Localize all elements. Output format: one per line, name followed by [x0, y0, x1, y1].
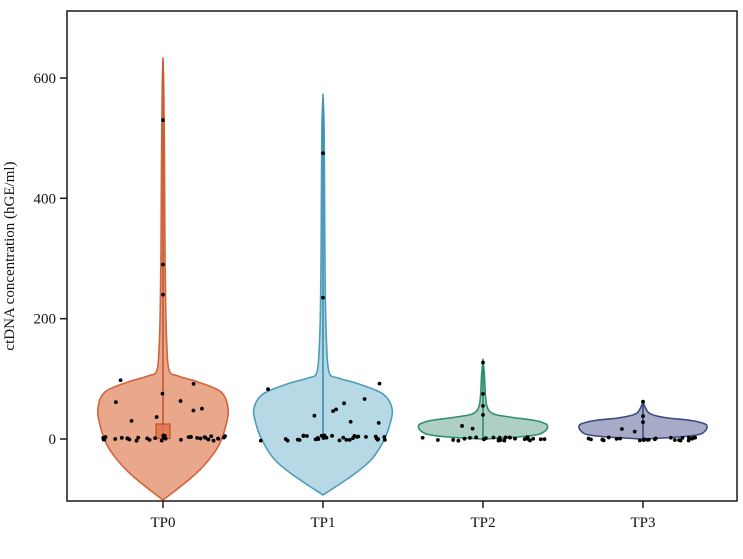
svg-text:0: 0 [49, 432, 57, 448]
svg-text:TP1: TP1 [310, 515, 335, 531]
svg-text:200: 200 [34, 312, 57, 328]
svg-text:600: 600 [34, 71, 57, 87]
svg-text:400: 400 [34, 191, 57, 207]
svg-text:TP3: TP3 [630, 515, 655, 531]
svg-text:TP0: TP0 [150, 515, 175, 531]
svg-text:ctDNA concentration (hGE/ml): ctDNA concentration (hGE/ml) [2, 161, 18, 350]
svg-text:TP2: TP2 [470, 515, 495, 531]
